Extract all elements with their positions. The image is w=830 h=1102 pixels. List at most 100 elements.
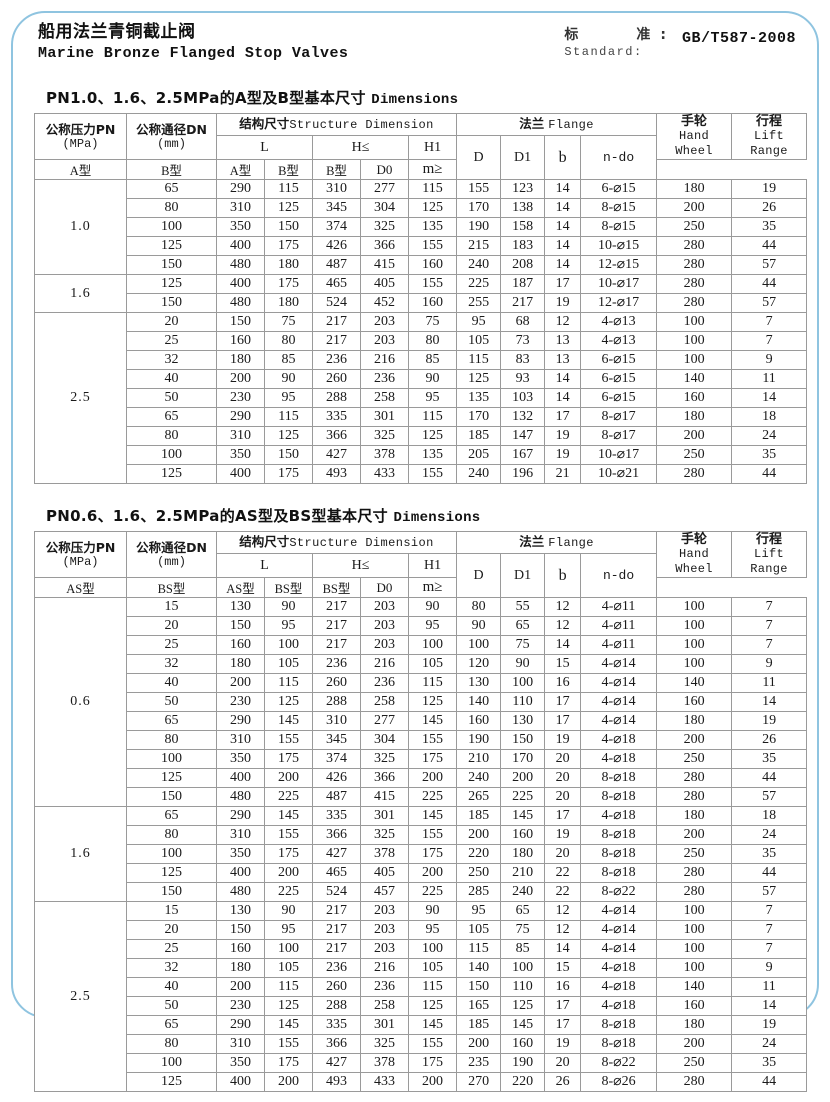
cell-L-a: 480 xyxy=(216,787,265,807)
cell-D: 80 xyxy=(456,597,502,617)
cell-L-a: 160 xyxy=(216,635,265,655)
cell-n-do: 8-⌀18 xyxy=(580,768,658,788)
cell-D1: 123 xyxy=(500,179,546,199)
cell-D0: 160 xyxy=(656,388,733,408)
cell-H-b: 277 xyxy=(360,711,409,731)
cell-D1: 100 xyxy=(500,958,546,978)
cell-n-do: 4-⌀11 xyxy=(580,635,658,655)
cell-D: 125 xyxy=(456,369,502,389)
cell-D: 210 xyxy=(456,749,502,769)
cell-n-do: 4-⌀13 xyxy=(580,331,658,351)
cell-L-a: 290 xyxy=(216,179,265,199)
cell-lift: 7 xyxy=(731,920,808,940)
cell-L-a: 310 xyxy=(216,730,265,750)
table-row: 100 350 150 427 378 135 205 167 19 10-⌀17 250 35 xyxy=(35,445,808,465)
table-row: 32 180 105 236 216 105 120 90 15 4-⌀14 100 9 xyxy=(35,654,808,674)
cell-b: 26 xyxy=(544,1072,582,1092)
cell-H-a: 524 xyxy=(312,882,361,902)
cell-L-a: 290 xyxy=(216,711,265,731)
cell-D1: 158 xyxy=(500,217,546,237)
table2-header: 公称压力PN (MPa) 公称通径DN (mm) 结构尺寸Structure D… xyxy=(34,531,808,598)
cell-H-a: 426 xyxy=(312,768,361,788)
cell-dn: 125 xyxy=(126,464,217,484)
cell-D: 120 xyxy=(456,654,502,674)
cell-n-do: 4-⌀14 xyxy=(580,673,658,693)
document-page: 船用法兰青铜截止阀 Marine Bronze Flanged Stop Val… xyxy=(11,11,819,1092)
cell-b: 14 xyxy=(544,388,582,408)
table1-body: 1.0 65 290 115 310 277 115 155 123 14 6-⌀15 180 19 80… xyxy=(34,179,808,484)
cell-H-b: 378 xyxy=(360,1053,409,1073)
cell-H-b: 301 xyxy=(360,407,409,427)
cell-D0: 250 xyxy=(656,749,733,769)
table-row: 25 160 100 217 203 100 100 75 14 4-⌀11 100 7 xyxy=(35,635,808,655)
cell-lift: 14 xyxy=(731,996,808,1016)
cell-L-a: 200 xyxy=(216,977,265,997)
cell-L-b: 200 xyxy=(264,863,313,883)
cell-L-a: 480 xyxy=(216,255,265,275)
cell-D: 90 xyxy=(456,616,502,636)
cell-D: 115 xyxy=(456,939,502,959)
cell-D1: 220 xyxy=(500,1072,546,1092)
cell-H-a: 366 xyxy=(312,1034,361,1054)
th-n-do: n-do xyxy=(580,135,658,180)
cell-H1: 95 xyxy=(407,920,458,940)
cell-n-do: 10-⌀15 xyxy=(580,236,658,256)
cell-n-do: 4-⌀18 xyxy=(580,806,658,826)
cell-D0: 200 xyxy=(656,426,733,446)
cell-H-a: 260 xyxy=(312,977,361,997)
cell-L-b: 125 xyxy=(264,426,313,446)
cell-L-b: 105 xyxy=(264,654,313,674)
cell-b: 14 xyxy=(544,236,582,256)
cell-H1: 175 xyxy=(407,844,458,864)
cell-H-b: 325 xyxy=(360,1034,409,1054)
cell-dn: 15 xyxy=(126,901,217,921)
cell-D0: 180 xyxy=(656,179,733,199)
cell-D0: 250 xyxy=(656,844,733,864)
cell-n-do: 8-⌀18 xyxy=(580,863,658,883)
cell-D1: 187 xyxy=(500,274,546,294)
table1-wrapper: 公称压力PN (MPa) 公称通径DN (mm) 结构尺寸Structure D… xyxy=(32,113,808,484)
cell-dn: 25 xyxy=(126,331,217,351)
cell-H-a: 524 xyxy=(312,293,361,313)
cell-H-a: 493 xyxy=(312,464,361,484)
cell-L-a: 310 xyxy=(216,1034,265,1054)
cell-n-do: 8-⌀26 xyxy=(580,1072,658,1092)
cell-L-b: 95 xyxy=(264,616,313,636)
cell-H-a: 374 xyxy=(312,217,361,237)
cell-b: 20 xyxy=(544,844,582,864)
cell-D: 150 xyxy=(456,977,502,997)
cell-L-b: 85 xyxy=(264,350,313,370)
table-row: 1.6 125 400 175 465 405 155 225 187 17 10-⌀17 280 44 xyxy=(34,274,808,313)
th-H1-type-b: B型 xyxy=(312,159,361,180)
th2-H: H≤ xyxy=(312,553,409,578)
cell-L-b: 75 xyxy=(264,312,313,332)
th2-dn-unit: (mm) xyxy=(157,554,186,569)
cell-H-b: 433 xyxy=(360,1072,409,1092)
table-row: 80 310 155 366 325 155 200 160 19 8-⌀18 200 24 xyxy=(35,1034,808,1054)
cell-b: 17 xyxy=(544,274,582,294)
cell-H-a: 288 xyxy=(312,692,361,712)
cell-dn: 65 xyxy=(126,711,217,731)
table-row: 100 350 175 427 378 175 235 190 20 8-⌀22 250 35 xyxy=(35,1053,808,1073)
cell-D: 285 xyxy=(456,882,502,902)
cell-lift: 35 xyxy=(731,749,808,769)
cell-L-b: 100 xyxy=(264,635,313,655)
cell-H1: 80 xyxy=(407,331,458,351)
table-row: 150 480 225 524 457 225 285 240 22 8-⌀22 280 57 xyxy=(35,882,808,902)
cell-D: 170 xyxy=(456,198,502,218)
cell-dn: 20 xyxy=(126,312,217,332)
cell-H1: 115 xyxy=(407,673,458,693)
cell-H-b: 325 xyxy=(360,749,409,769)
cell-D1: 68 xyxy=(500,312,546,332)
cell-n-do: 4-⌀11 xyxy=(580,597,658,617)
cell-lift: 19 xyxy=(731,711,808,731)
cell-dn: 80 xyxy=(126,1034,217,1054)
cell-b: 19 xyxy=(544,426,582,446)
cell-H-b: 203 xyxy=(360,312,409,332)
cell-H-b: 236 xyxy=(360,369,409,389)
cell-D0: 200 xyxy=(656,730,733,750)
cell-H1: 100 xyxy=(407,939,458,959)
cell-D0: 280 xyxy=(656,464,733,484)
cell-L-a: 180 xyxy=(216,350,265,370)
cell-lift: 7 xyxy=(731,616,808,636)
